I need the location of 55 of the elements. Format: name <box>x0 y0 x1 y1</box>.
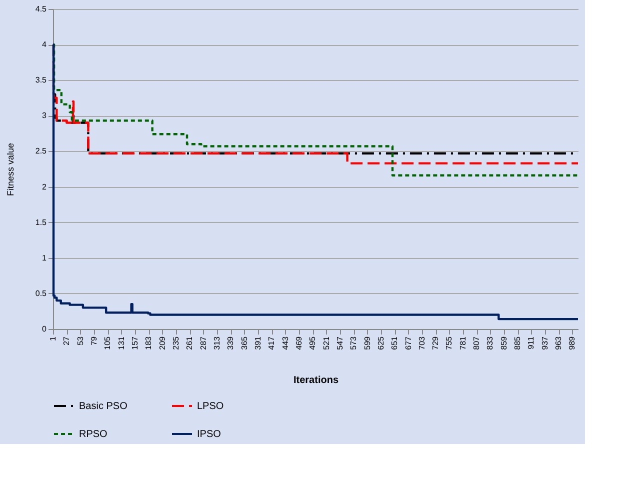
x-tick-label: 209 <box>158 336 167 350</box>
x-tick-label: 1 <box>48 336 58 341</box>
y-tick-label: 1.5 <box>35 218 48 227</box>
x-tick-label: 703 <box>417 336 426 350</box>
legend-label: IPSO <box>197 429 222 440</box>
x-tick-label: 885 <box>513 336 522 350</box>
x-tick-label: 105 <box>103 336 112 350</box>
x-tick-label: 53 <box>76 336 85 346</box>
x-tick-label: 287 <box>198 336 208 350</box>
x-tick-label: 859 <box>499 336 508 350</box>
y-tick-label: 3.5 <box>35 76 48 85</box>
x-tick-label: 469 <box>294 336 304 350</box>
x-tick-label: 521 <box>322 336 331 350</box>
y-tick-label: 0 <box>42 324 48 334</box>
x-tick-label: 547 <box>335 336 344 350</box>
x-tick-label: 729 <box>431 336 440 350</box>
y-tick-label: 4 <box>42 40 48 50</box>
x-tick-label: 391 <box>253 336 262 350</box>
x-tick-label: 625 <box>376 336 386 350</box>
y-tick-label: 2 <box>42 182 48 192</box>
y-tick-label: 4.5 <box>35 4 48 14</box>
x-tick-label: 157 <box>130 336 140 350</box>
x-tick-label: 833 <box>486 336 495 350</box>
x-axis-title: Iterations <box>293 374 339 386</box>
x-tick-label: 131 <box>116 336 126 350</box>
legend-label: RPSO <box>79 429 108 440</box>
x-tick-label: 417 <box>267 336 276 350</box>
x-tick-label: 339 <box>226 336 236 350</box>
x-tick-label: 27 <box>62 336 72 346</box>
x-tick-label: 937 <box>540 336 550 350</box>
y-tick-label: 1 <box>42 253 48 262</box>
x-tick-label: 989 <box>568 336 577 350</box>
legend-label: Basic PSO <box>79 401 128 412</box>
x-tick-label: 261 <box>185 336 194 350</box>
x-tick-label: 495 <box>308 336 318 350</box>
x-tick-label: 183 <box>144 336 154 350</box>
y-tick-label: 2.5 <box>35 146 48 156</box>
x-tick-label: 963 <box>554 336 564 350</box>
x-tick-label: 755 <box>444 336 454 350</box>
x-tick-label: 599 <box>362 336 372 350</box>
y-tick-label: 0.5 <box>35 288 48 298</box>
y-axis-title: Fitness value <box>5 142 16 196</box>
x-tick-label: 651 <box>390 336 400 350</box>
y-tick-label: 3 <box>42 111 48 120</box>
x-tick-label: 313 <box>212 336 222 350</box>
x-tick-label: 365 <box>240 336 249 350</box>
x-tick-label: 443 <box>280 336 290 350</box>
x-tick-label: 677 <box>404 336 413 350</box>
x-tick-label: 911 <box>526 336 536 350</box>
legend-label: LPSO <box>197 401 224 412</box>
x-tick-label: 235 <box>171 336 180 350</box>
x-tick-label: 807 <box>472 336 482 350</box>
x-tick-label: 781 <box>458 336 468 350</box>
x-tick-label: 573 <box>349 336 358 350</box>
x-tick-label: 79 <box>89 336 98 346</box>
